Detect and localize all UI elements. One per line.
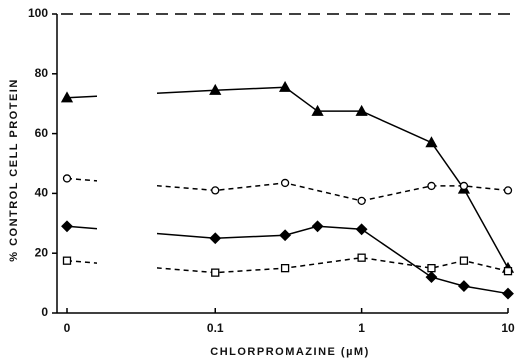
marker <box>211 186 220 195</box>
marker <box>279 229 292 242</box>
axis-break <box>97 16 157 311</box>
y-tick-label: 20 <box>35 245 49 259</box>
y-axis-title: % CONTROL CELL PROTEIN <box>8 78 20 262</box>
marker <box>458 280 470 293</box>
marker <box>503 266 513 276</box>
marker <box>459 181 469 191</box>
marker <box>61 220 73 233</box>
marker <box>209 83 222 95</box>
marker <box>280 178 290 188</box>
marker <box>62 256 72 265</box>
x-tick-label: 1 <box>358 321 365 335</box>
marker <box>427 181 436 191</box>
marker <box>425 136 438 148</box>
y-tick-label: 40 <box>35 186 49 200</box>
x-tick-label: 0 <box>64 321 71 335</box>
marker <box>355 104 368 116</box>
marker <box>503 186 513 195</box>
marker <box>209 232 222 245</box>
marker <box>502 287 514 300</box>
y-tick-label: 0 <box>41 305 48 319</box>
marker <box>357 196 366 206</box>
marker <box>60 91 74 103</box>
marker <box>427 263 436 273</box>
series-line <box>66 86 509 269</box>
x-tick-label: 0.1 <box>207 321 224 335</box>
marker <box>211 268 220 277</box>
marker <box>311 220 324 233</box>
x-axis-title: CHLORPROMAZINE (µM) <box>210 346 370 358</box>
marker <box>280 263 290 273</box>
marker <box>357 253 366 262</box>
y-tick-label: 80 <box>35 66 49 80</box>
marker <box>278 80 292 92</box>
y-tick-label: 60 <box>35 126 49 140</box>
marker <box>459 256 469 265</box>
marker <box>311 104 324 116</box>
marker <box>425 271 438 284</box>
x-tick-label: 10 <box>501 321 515 335</box>
series-line <box>66 225 509 295</box>
marker <box>355 223 368 236</box>
marker <box>62 174 72 183</box>
y-tick-label: 100 <box>28 6 48 20</box>
